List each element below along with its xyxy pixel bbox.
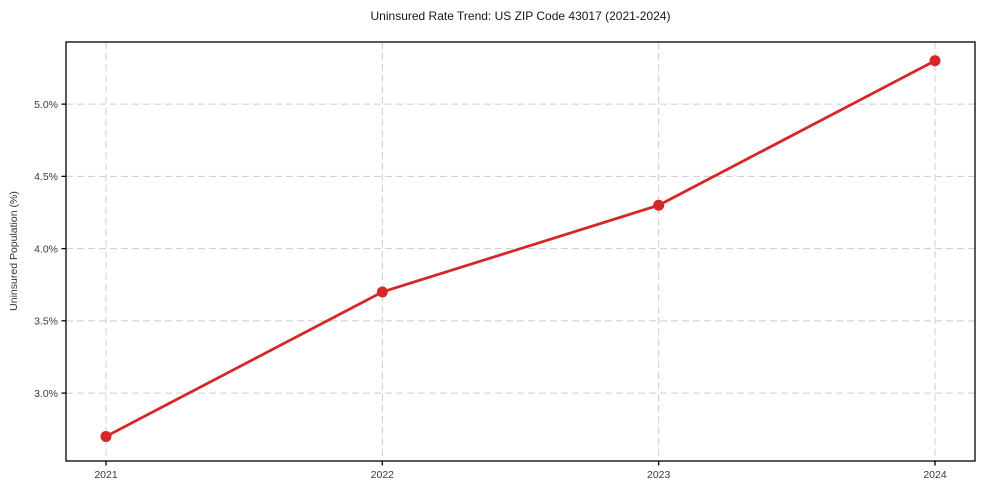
trend-line bbox=[104, 59, 937, 438]
y-tick-label: 3.5% bbox=[34, 316, 58, 328]
data-point-2021 bbox=[100, 430, 112, 442]
y-tick-label: 4.5% bbox=[34, 171, 58, 183]
y-tick-label: 4.0% bbox=[34, 243, 58, 255]
plot-border bbox=[65, 41, 976, 462]
x-tick-label: 2021 bbox=[94, 469, 118, 481]
data-point-2024 bbox=[929, 55, 941, 67]
chart-title: Uninsured Rate Trend: US ZIP Code 43017 … bbox=[370, 9, 671, 23]
y-tick-label: 3.0% bbox=[34, 388, 58, 400]
x-tick-label: 2023 bbox=[647, 469, 671, 481]
data-point-2022 bbox=[376, 286, 388, 298]
data-point-2023 bbox=[653, 199, 665, 211]
y-axis-label: Uninsured Population (%) bbox=[8, 191, 20, 311]
x-tick-label: 2024 bbox=[923, 469, 947, 481]
x-tick-label: 2022 bbox=[371, 469, 395, 481]
y-tick-label: 5.0% bbox=[34, 99, 58, 111]
